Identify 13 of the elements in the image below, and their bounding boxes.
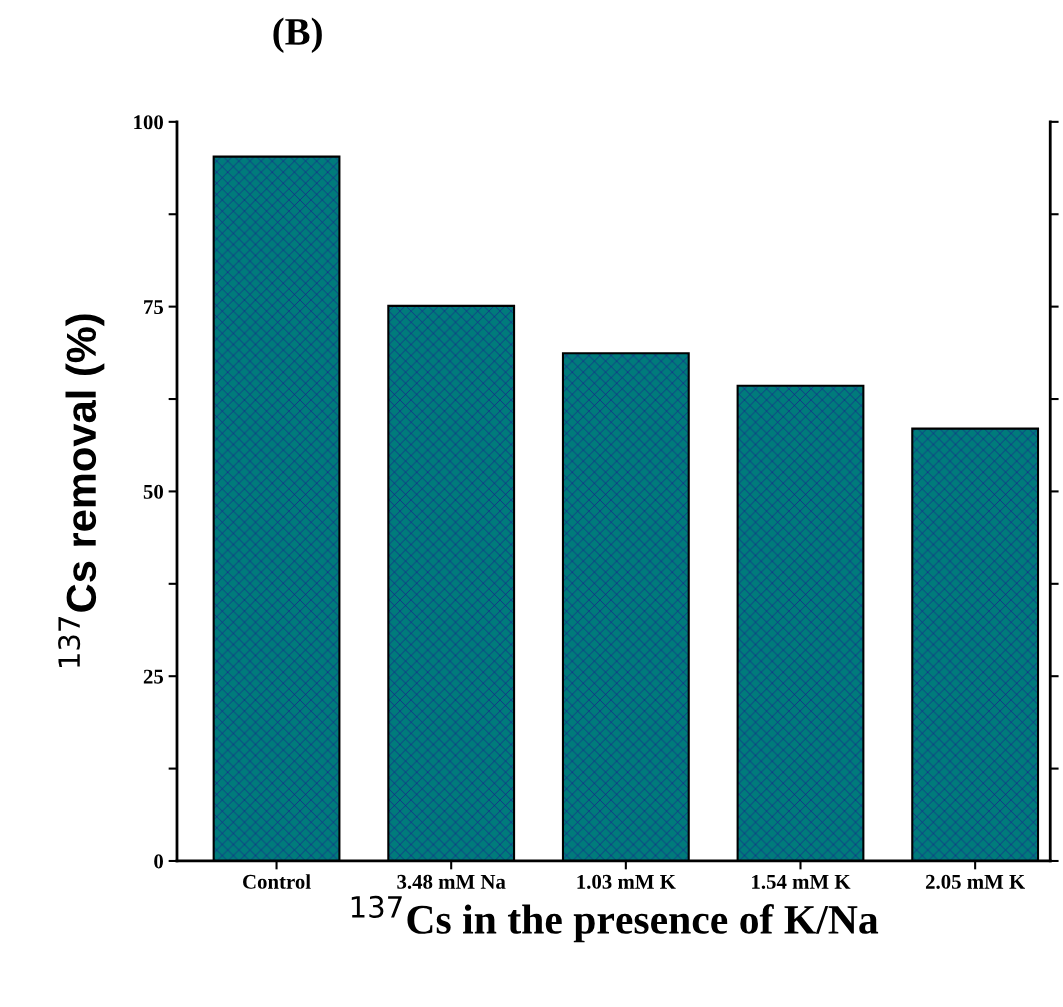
y-tick-label: 25 bbox=[143, 669, 164, 684]
y-axis-title: $^{137}$Cs removal (%) bbox=[58, 314, 105, 667]
chart-title: (B) bbox=[273, 17, 322, 53]
y-tick-label: 100 bbox=[134, 115, 163, 130]
x-tick-label: 3.48 mM Na bbox=[397, 874, 506, 889]
y-tick-label: 0 bbox=[154, 854, 163, 869]
x-tick-label: 1.54 mM K bbox=[752, 874, 851, 889]
y-tick-label: 50 bbox=[143, 484, 163, 499]
y-tick-label: 75 bbox=[144, 300, 164, 315]
x-tick-label: 2.05 mM K bbox=[925, 874, 1026, 889]
x-tick-label: 1.03 mM K bbox=[577, 874, 676, 889]
x-tick-label: Control bbox=[243, 874, 311, 889]
x-axis-title: $^{137}$Cs in the presence of K/Na bbox=[351, 895, 879, 943]
